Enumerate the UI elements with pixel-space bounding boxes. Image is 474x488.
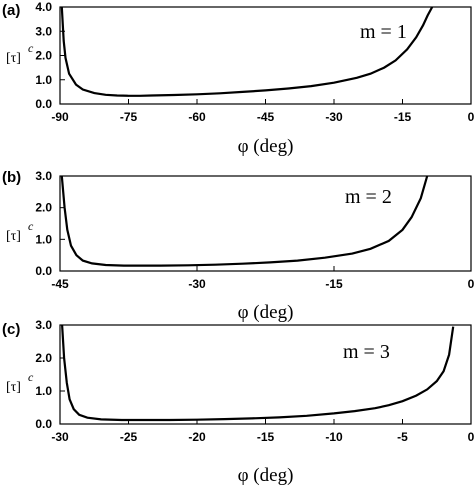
chart-2-y-tick-label: 2.0: [35, 201, 52, 215]
chart-3-y-axis-label: [τ]: [6, 380, 21, 395]
chart-1-x-tick-label: -45: [257, 110, 275, 124]
chart-3-y-tick-label: 1.0: [35, 384, 52, 398]
chart-2-x-axis-label: φ (deg): [238, 302, 294, 323]
chart-1-x-tick-label: -75: [120, 110, 138, 124]
chart-2-y-axis-label-subscript: c: [28, 219, 34, 233]
chart-2-y-tick-label: 1.0: [35, 232, 52, 246]
chart-3-y-axis-label-subscript: c: [28, 370, 34, 384]
chart-2-y-tick-label: 3.0: [35, 169, 52, 183]
chart-1-x-tick-label: -15: [394, 110, 412, 124]
chart-3-series-line: [61, 324, 455, 422]
chart-1-x-tick-label: 0: [468, 110, 474, 124]
chart-3-panel-label: (c): [2, 321, 20, 338]
chart-2-y-axis-label: [τ]: [6, 229, 21, 244]
chart-1-y-tick-label: 3.0: [35, 24, 52, 38]
chart-3-x-axis-label: φ (deg): [238, 465, 294, 486]
chart-3-x-tick-label: -20: [188, 430, 206, 444]
chart-1-x-tick-label: -90: [51, 110, 69, 124]
chart-1-y-tick-label: 2.0: [35, 49, 52, 63]
chart-3-x-tick-label: 0: [468, 430, 474, 444]
chart-3-x-tick-label: -15: [257, 430, 275, 444]
chart-1-x-axis-label: φ (deg): [238, 136, 294, 157]
chart-1-y-tick-label: 4.0: [35, 0, 52, 14]
chart-2: -45 -30 -15 0 0.0 1.0 2.0 3.0 (b) φ (deg) [τ] c m = …: [2, 169, 474, 323]
chart-3-x-tick-label: -25: [120, 430, 138, 444]
chart-3-x-tick-label: -5: [397, 430, 408, 444]
chart-2-x-tick-label: -45: [51, 277, 69, 291]
chart-2-plot-frame: [59, 175, 472, 272]
chart-3-plot-frame: [59, 324, 472, 425]
chart-1-x-tick-label: -30: [325, 110, 343, 124]
chart-3-x-tick-label: -30: [51, 430, 69, 444]
chart-3-y-tick-label: 0.0: [35, 417, 52, 431]
chart-3-x-tick-label: -10: [325, 430, 343, 444]
chart-2-y-tick-label: 0.0: [35, 264, 52, 278]
chart-3-y-tick-label: 3.0: [35, 318, 52, 332]
chart-1-x-tick-label: -60: [188, 110, 206, 124]
chart-3-y-tick-label: 2.0: [35, 351, 52, 365]
chart-1-panel-label: (a): [2, 2, 20, 19]
chart-1-y-tick-label: 0.0: [35, 97, 52, 111]
chart-2-x-tick-label: 0: [468, 277, 474, 291]
chart-1-annotation: m = 1: [360, 21, 407, 43]
chart-2-x-tick-label: -30: [188, 277, 206, 291]
chart-2-annotation: m = 2: [345, 186, 392, 208]
chart-2-x-tick-label: -15: [325, 277, 343, 291]
chart-1-y-axis-label: [τ]: [6, 51, 21, 66]
chart-1-y-tick-label: 1.0: [35, 73, 52, 87]
chart-3: -30 -25 -20 -15 -10 -5 0 0.0 1.0 2.0 3.0 (c) φ (deg)…: [2, 318, 474, 486]
chart-2-series-line: [60, 175, 429, 267]
chart-1-y-axis-label-subscript: c: [28, 41, 34, 55]
chart-2-panel-label: (b): [2, 169, 21, 186]
chart-1: -90 -75 -60 -45 -30 -15 0 0.0 1.0 2.0 3.0 4.0 (a) φ (…: [2, 0, 474, 157]
chart-3-annotation: m = 3: [343, 341, 390, 363]
chart-1-series-line: [60, 6, 434, 97]
